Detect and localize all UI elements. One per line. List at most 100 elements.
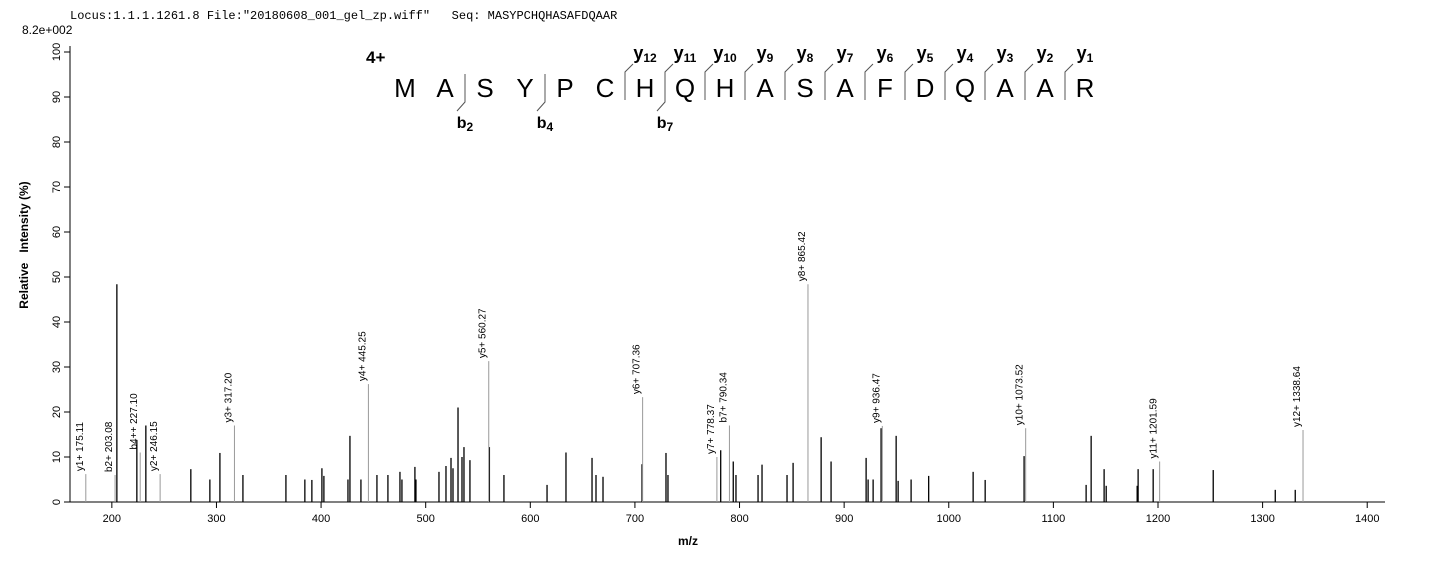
y-tick-label: 0 <box>51 499 63 505</box>
ion-index: 11 <box>684 51 697 65</box>
residue: D <box>916 73 935 103</box>
ion-letter: y <box>997 43 1007 63</box>
peak-label: b7+ 790.34 <box>718 372 729 423</box>
b-ion: b7 <box>657 115 674 134</box>
y-ion-bracket <box>944 63 954 100</box>
b-ion: b4 <box>537 115 554 134</box>
y-ion-bracket <box>864 63 874 100</box>
ion-index: 12 <box>643 51 657 65</box>
y-tick-label: 40 <box>51 316 63 328</box>
ion-index: 7 <box>667 120 674 134</box>
y-ion-bracket <box>784 63 794 100</box>
residue: H <box>636 73 655 103</box>
ion-letter: y <box>1077 43 1087 63</box>
y-ion-bracket <box>904 63 914 100</box>
residue: C <box>596 73 615 103</box>
peak-label: y11+ 1201.59 <box>1149 398 1160 459</box>
y-ion: y9 <box>757 43 774 65</box>
y-tick-label: 80 <box>51 136 63 148</box>
x-tick-label: 1300 <box>1250 513 1274 525</box>
x-tick-label: 1200 <box>1146 513 1170 525</box>
x-tick-label: 700 <box>626 513 644 525</box>
ion-index: 8 <box>807 51 814 65</box>
residue: A <box>1036 73 1054 103</box>
y-ion-bracket <box>824 63 834 100</box>
max-intensity: 8.2e+002 <box>22 23 73 37</box>
ion-letter: b <box>657 115 667 132</box>
ion-letter: y <box>957 43 967 63</box>
x-tick-label: 1000 <box>937 513 961 525</box>
residue: Y <box>516 73 533 103</box>
residue: A <box>996 73 1014 103</box>
peak-label: y10+ 1073.52 <box>1015 364 1026 425</box>
peak-label: y3+ 317.20 <box>223 372 234 422</box>
y-tick-label: 30 <box>51 361 63 373</box>
peak-label: y5+ 560.27 <box>478 308 489 358</box>
ion-index: 4 <box>547 120 554 134</box>
header: Locus:1.1.1.1261.8 File:"20180608_001_ge… <box>70 9 617 23</box>
residue: P <box>556 73 573 103</box>
x-tick-label: 800 <box>730 513 748 525</box>
y-ion-bracket <box>664 63 674 100</box>
ion-index: 7 <box>847 51 854 65</box>
residue: R <box>1076 73 1095 103</box>
peak-label: b4++ 227.10 <box>129 393 140 450</box>
y-tick-label: 60 <box>51 226 63 238</box>
x-tick-label: 1100 <box>1042 513 1066 525</box>
ion-index: 2 <box>1047 51 1054 65</box>
peak-label: y2+ 246.15 <box>149 421 160 471</box>
ion-letter: y <box>1037 43 1047 63</box>
y-tick-label: 10 <box>51 451 63 463</box>
y-tick-label: 70 <box>51 181 63 193</box>
residue: Q <box>675 73 695 103</box>
x-tick-label: 400 <box>312 513 330 525</box>
ion-index: 3 <box>1007 51 1014 65</box>
y-ion: y12 <box>633 43 657 65</box>
ion-index: 2 <box>467 120 474 134</box>
y-ion-bracket <box>1024 63 1034 100</box>
y-ion-bracket <box>744 63 754 100</box>
y-tick-label: 50 <box>51 271 63 283</box>
peak-label: y9+ 936.47 <box>871 373 882 423</box>
peak-label: y1+ 175.11 <box>75 422 86 471</box>
x-tick-label: 200 <box>103 513 121 525</box>
ion-index: 10 <box>723 51 737 65</box>
y-ion: y2 <box>1037 43 1054 65</box>
y-tick-label: 100 <box>51 43 63 61</box>
peak-label: y4+ 445.25 <box>357 331 368 381</box>
peak-label: y7+ 778.37 <box>706 404 717 454</box>
x-tick-label: 600 <box>521 513 539 525</box>
ion-letter: y <box>917 43 927 63</box>
x-tick-label: 1400 <box>1355 513 1379 525</box>
residue: A <box>756 73 774 103</box>
x-tick-label: 300 <box>207 513 225 525</box>
ion-letter: y <box>837 43 847 63</box>
ion-index: 5 <box>927 51 934 65</box>
y-ion: y4 <box>957 43 974 65</box>
ion-letter: y <box>877 43 887 63</box>
y-ion-bracket <box>984 63 994 100</box>
ion-index: 9 <box>767 51 774 65</box>
y-ion-bracket <box>624 63 634 100</box>
y-ion: y10 <box>713 43 737 65</box>
ion-letter: y <box>797 43 807 63</box>
ion-letter: y <box>674 43 684 63</box>
residue: H <box>716 73 735 103</box>
ion-letter: b <box>457 115 467 132</box>
residue: S <box>796 73 813 103</box>
residue: A <box>836 73 854 103</box>
y-ion: y5 <box>917 43 934 65</box>
y-ion-bracket <box>1064 63 1074 100</box>
y-ion: y6 <box>877 43 894 65</box>
y-ion: y8 <box>797 43 814 65</box>
residue: M <box>394 73 416 103</box>
x-tick-label: 500 <box>417 513 435 525</box>
ion-index: 6 <box>887 51 894 65</box>
peak-label: y12+ 1338.64 <box>1292 366 1303 427</box>
y-ion: y1 <box>1077 43 1094 65</box>
ion-letter: y <box>757 43 767 63</box>
y-ion: y7 <box>837 43 854 65</box>
x-axis-title: m/z <box>678 534 698 548</box>
b-ion-bracket <box>656 74 666 112</box>
